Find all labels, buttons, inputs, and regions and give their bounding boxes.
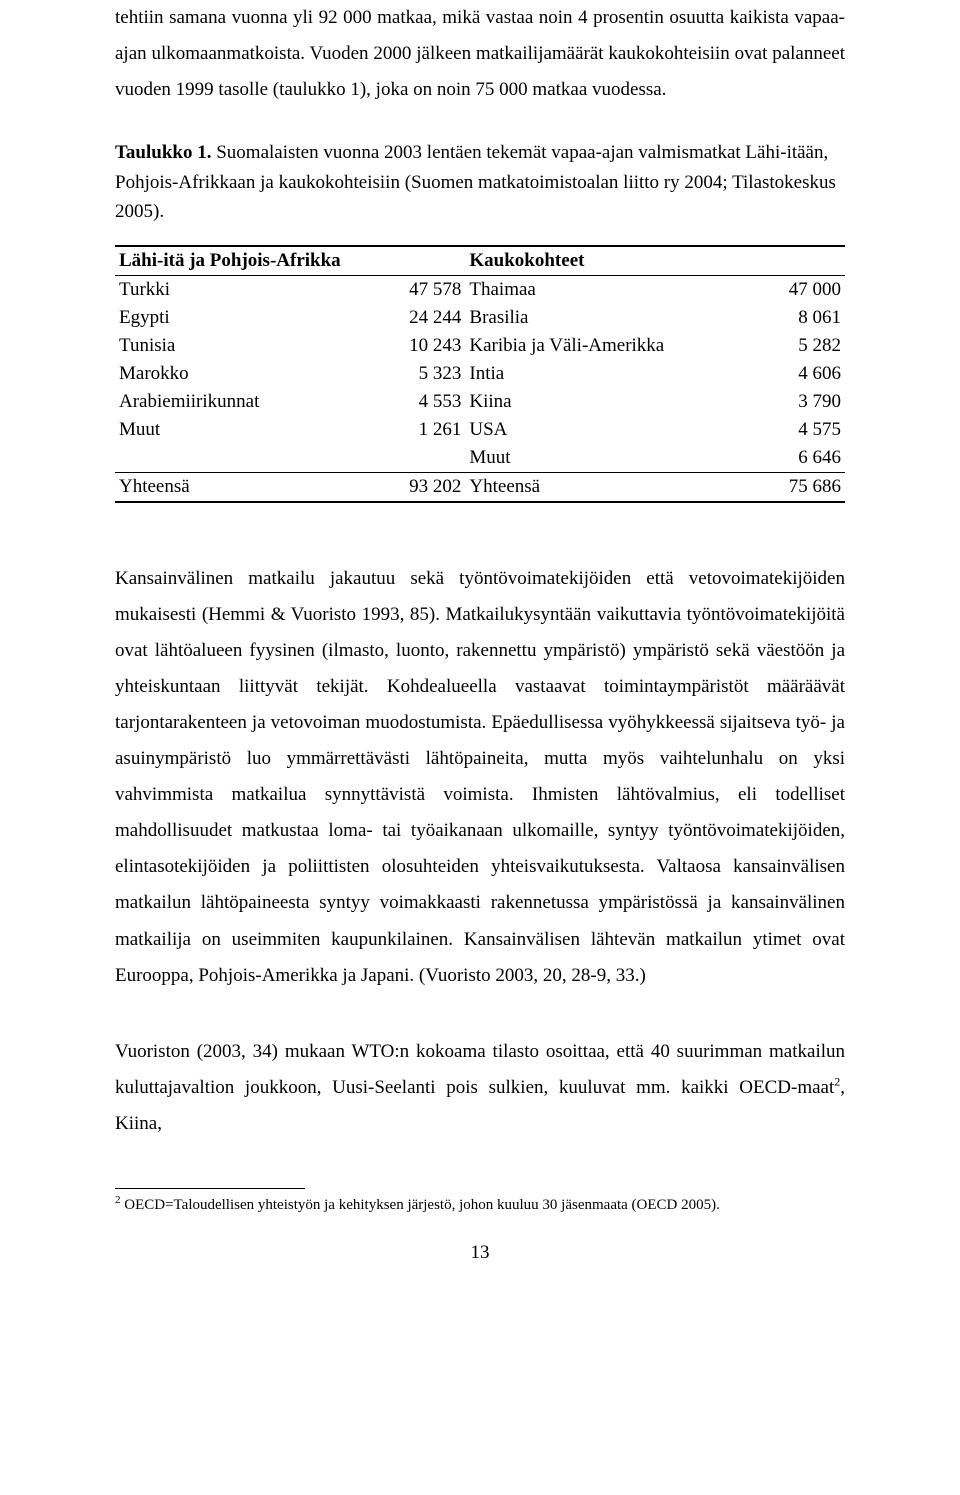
cell-right-value: 47 000 [714, 275, 845, 304]
cell-right-value: 3 790 [714, 388, 845, 416]
footnote: 2 OECD=Taloudellisen yhteistyön ja kehit… [115, 1193, 845, 1216]
cell-left-value: 1 261 [334, 416, 465, 444]
cell-left-value: 5 323 [334, 360, 465, 388]
cell-right-value: 8 061 [714, 304, 845, 332]
cell-left-value: 47 578 [334, 275, 465, 304]
page-number: 13 [115, 1242, 845, 1264]
table-row: Muut1 261USA4 575 [115, 416, 845, 444]
cell-right-name: Brasilia [465, 304, 713, 332]
cell-left-value: 4 553 [334, 388, 465, 416]
destinations-table: Lähi-itä ja Pohjois-Afrikka Kaukokohteet… [115, 245, 845, 503]
cell-right-value: 4 606 [714, 360, 845, 388]
cell-left-name: Turkki [115, 275, 334, 304]
cell-right-value: 6 646 [714, 444, 845, 473]
paragraph-bottom-part1: Vuoriston (2003, 34) mukaan WTO:n kokoam… [115, 1041, 845, 1098]
cell-left-value: 10 243 [334, 332, 465, 360]
table-row: Arabiemiirikunnat4 553Kiina3 790 [115, 388, 845, 416]
paragraph-bottom: Vuoriston (2003, 34) mukaan WTO:n kokoam… [115, 1034, 845, 1142]
sum-label-left: Yhteensä [115, 472, 334, 502]
cell-right-name: Muut [465, 444, 713, 473]
cell-left-name: Tunisia [115, 332, 334, 360]
table-row: Tunisia10 243Karibia ja Väli-Amerikka5 2… [115, 332, 845, 360]
sum-label-right: Yhteensä [465, 472, 713, 502]
cell-left-name: Egypti [115, 304, 334, 332]
caption-label: Taulukko 1. [115, 142, 211, 163]
caption-text: Suomalaisten vuonna 2003 lentäen tekemät… [115, 142, 836, 222]
table-caption: Taulukko 1. Suomalaisten vuonna 2003 len… [115, 138, 845, 226]
cell-right-name: USA [465, 416, 713, 444]
sum-value-left: 93 202 [334, 472, 465, 502]
cell-right-name: Karibia ja Väli-Amerikka [465, 332, 713, 360]
paragraph-middle: Kansainvälinen matkailu jakautuu sekä ty… [115, 561, 845, 994]
cell-left-name: Arabiemiirikunnat [115, 388, 334, 416]
cell-left-name [115, 444, 334, 473]
footnote-text: OECD=Taloudellisen yhteistyön ja kehityk… [121, 1197, 720, 1213]
table-row: Marokko5 323Intia4 606 [115, 360, 845, 388]
table-row: Turkki47 578Thaimaa47 000 [115, 275, 845, 304]
cell-right-name: Thaimaa [465, 275, 713, 304]
footnote-divider [115, 1188, 305, 1189]
cell-right-value: 4 575 [714, 416, 845, 444]
table-header-right: Kaukokohteet [465, 246, 845, 276]
cell-right-name: Intia [465, 360, 713, 388]
cell-right-value: 5 282 [714, 332, 845, 360]
table-row: Muut6 646 [115, 444, 845, 473]
paragraph-top: tehtiin samana vuonna yli 92 000 matkaa,… [115, 0, 845, 108]
cell-left-name: Marokko [115, 360, 334, 388]
cell-left-value: 24 244 [334, 304, 465, 332]
cell-left-name: Muut [115, 416, 334, 444]
cell-left-value [334, 444, 465, 473]
sum-value-right: 75 686 [714, 472, 845, 502]
table-header-left: Lähi-itä ja Pohjois-Afrikka [115, 246, 465, 276]
cell-right-name: Kiina [465, 388, 713, 416]
table-row: Egypti24 244Brasilia8 061 [115, 304, 845, 332]
